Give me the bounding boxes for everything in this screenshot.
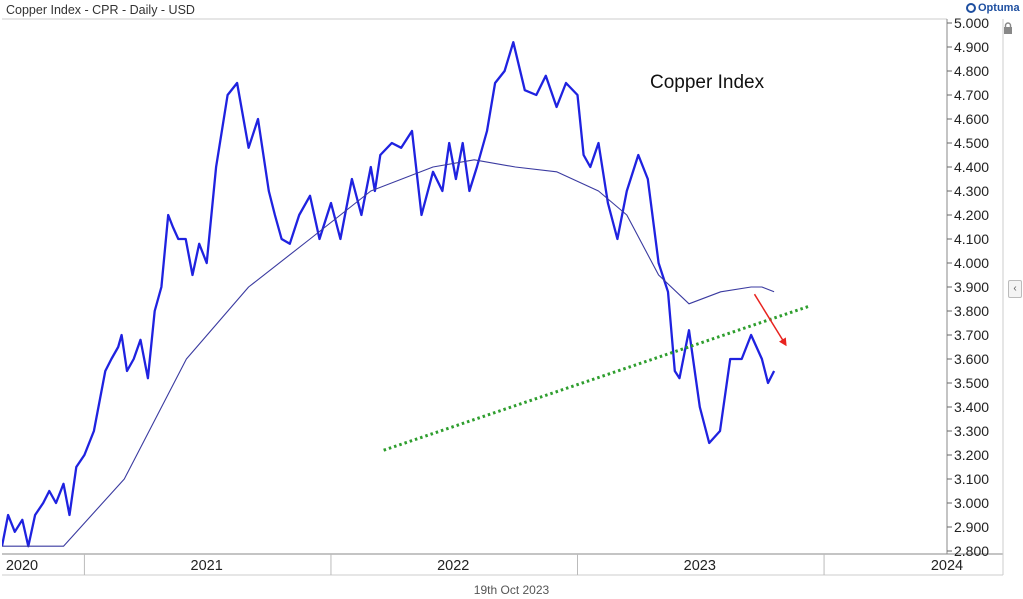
instrument-title: Copper Index - CPR - Daily - USD xyxy=(6,3,195,17)
y-tick-label: 4.900 xyxy=(954,39,989,55)
y-tick-label: 3.300 xyxy=(954,423,989,439)
price-line xyxy=(2,41,776,548)
y-tick-label: 3.000 xyxy=(954,495,989,511)
y-tick-label: 4.100 xyxy=(954,231,989,247)
y-tick-label: 4.800 xyxy=(954,63,989,79)
down-arrow-annotation xyxy=(753,293,787,347)
y-axis-ticks: 2.800 2.900 3.000 3.100 3.200 3.300 3.400 3.500… xyxy=(947,15,989,559)
y-tick-label: 3.200 xyxy=(954,447,989,463)
y-tick-label: 3.500 xyxy=(954,375,989,391)
x-tick-label: 2020 xyxy=(6,558,38,574)
y-tick-label: 4.000 xyxy=(954,255,989,271)
lock-icon[interactable] xyxy=(1003,22,1013,34)
y-tick-label: 3.700 xyxy=(954,327,989,343)
y-tick-label: 3.800 xyxy=(954,303,989,319)
y-tick-label: 4.400 xyxy=(954,159,989,175)
brand-name: Optuma xyxy=(978,2,1020,14)
x-tick-label: 2022 xyxy=(437,558,469,574)
y-tick-label: 4.600 xyxy=(954,111,989,127)
x-axis-ticks: 2020 2021 2022 2023 2024 xyxy=(6,554,963,575)
x-tick-label: 2024 xyxy=(931,558,963,574)
y-tick-label: 4.700 xyxy=(954,87,989,103)
moving-average-line xyxy=(2,159,775,547)
y-tick-label: 4.300 xyxy=(954,183,989,199)
plot-layer xyxy=(2,41,810,548)
optuma-logo-icon xyxy=(966,3,976,13)
collapse-panel-button[interactable]: ‹ xyxy=(1008,280,1022,298)
chart-title: Copper Index xyxy=(650,72,765,93)
x-tick-label: 2023 xyxy=(684,558,716,574)
y-tick-label: 2.800 xyxy=(954,543,989,559)
support-trendline xyxy=(383,304,810,452)
y-tick-label: 3.900 xyxy=(954,279,989,295)
y-tick-label: 2.900 xyxy=(954,519,989,535)
y-tick-label: 3.400 xyxy=(954,399,989,415)
y-tick-label: 3.100 xyxy=(954,471,989,487)
brand-logo: Optuma xyxy=(966,2,1020,14)
y-tick-label: 4.200 xyxy=(954,207,989,223)
y-tick-label: 3.600 xyxy=(954,351,989,367)
y-tick-label: 4.500 xyxy=(954,135,989,151)
date-footer: 19th Oct 2023 xyxy=(473,583,550,597)
x-tick-label: 2021 xyxy=(191,558,223,574)
y-tick-label: 5.000 xyxy=(954,15,989,31)
